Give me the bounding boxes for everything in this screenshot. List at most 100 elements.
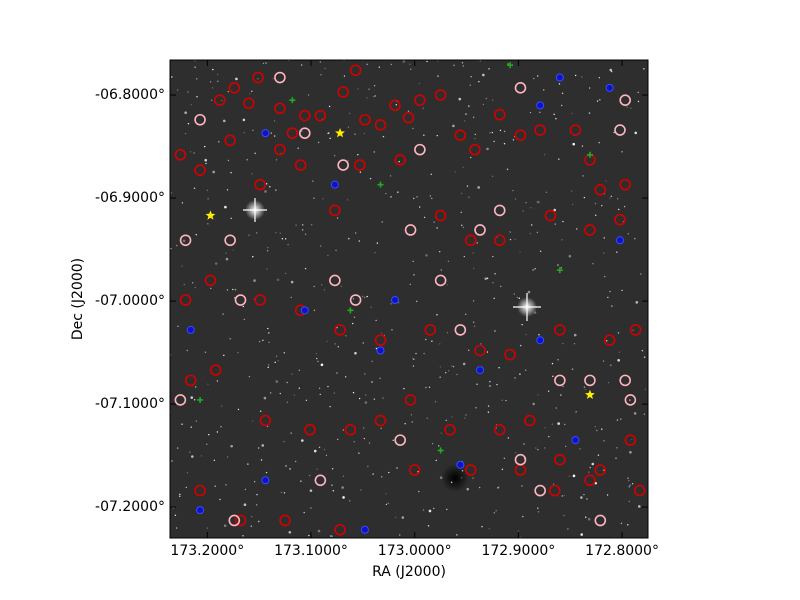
noise-dot (553, 208, 557, 212)
noise-dot (237, 351, 239, 354)
noise-dot (373, 398, 376, 400)
noise-dot (193, 187, 196, 189)
noise-dot (643, 356, 646, 358)
noise-dot (290, 296, 292, 299)
noise-dot (390, 303, 392, 305)
noise-dot (257, 447, 260, 449)
noise-dot (582, 175, 584, 177)
noise-dot (509, 238, 512, 241)
noise-dot (643, 413, 646, 415)
noise-dot (301, 130, 303, 132)
noise-dot (514, 452, 517, 454)
noise-dot (370, 306, 372, 308)
noise-dot (581, 145, 584, 147)
marker-plus (507, 62, 514, 69)
noise-dot (394, 516, 397, 518)
noise-dot (416, 196, 418, 198)
noise-dot (212, 68, 214, 71)
marker-circle (474, 224, 486, 236)
noise-dot (517, 530, 520, 532)
noise-dot (456, 534, 458, 536)
noise-dot (613, 131, 615, 134)
noise-dot (310, 507, 312, 509)
noise-dot (611, 305, 613, 307)
noise-dot (558, 83, 561, 85)
noise-dot (267, 327, 269, 330)
marker-circle (444, 424, 456, 436)
marker-dot (605, 83, 614, 92)
noise-dot (499, 129, 502, 132)
noise-dot (461, 470, 464, 472)
noise-dot (301, 229, 304, 231)
noise-dot (482, 103, 485, 106)
noise-dot (206, 527, 208, 529)
marker-plus (437, 447, 444, 454)
noise-dot (207, 383, 209, 385)
noise-dot (181, 265, 183, 267)
noise-dot (346, 199, 349, 201)
noise-dot (308, 534, 310, 537)
marker-dot (555, 73, 564, 82)
noise-dot (283, 492, 286, 494)
noise-dot (275, 232, 277, 234)
noise-dot (195, 386, 197, 388)
noise-dot (230, 444, 233, 448)
marker-circle (194, 484, 206, 497)
marker-circle (344, 424, 357, 436)
noise-dot (323, 289, 326, 291)
marker-dot (456, 460, 465, 469)
noise-dot (425, 386, 427, 389)
noise-dot (428, 509, 432, 513)
noise-dot (286, 401, 289, 403)
noise-dot (373, 151, 375, 153)
noise-dot (446, 508, 448, 511)
noise-dot (456, 373, 458, 376)
noise-dot (266, 425, 269, 428)
noise-dot (345, 335, 347, 337)
noise-dot (397, 191, 399, 193)
noise-dot (423, 352, 425, 355)
noise-dot (444, 371, 447, 374)
noise-dot (543, 153, 546, 156)
noise-dot (189, 151, 192, 153)
marker-circle (434, 274, 447, 287)
noise-dot (280, 491, 283, 494)
noise-dot (179, 495, 181, 497)
noise-dot (503, 130, 506, 133)
noise-dot (298, 387, 301, 389)
noise-dot (272, 77, 274, 80)
noise-dot (382, 397, 384, 399)
noise-dot (212, 170, 215, 174)
marker-circle (414, 94, 426, 106)
noise-dot (602, 252, 605, 254)
noise-dot (300, 64, 303, 66)
noise-dot (591, 462, 595, 466)
noise-dot (170, 192, 173, 194)
noise-dot (603, 275, 606, 278)
noise-dot (618, 208, 620, 211)
noise-dot (410, 68, 412, 70)
noise-dot (412, 357, 414, 360)
noise-dot (627, 233, 630, 235)
noise-dot (259, 410, 262, 412)
noise-dot (176, 89, 179, 91)
marker-circle (179, 294, 192, 306)
noise-dot (354, 232, 357, 234)
noise-dot (214, 262, 218, 265)
noise-dot (616, 198, 619, 200)
noise-dot (331, 468, 334, 470)
noise-dot (607, 381, 610, 384)
noise-dot (507, 437, 510, 439)
noise-dot (213, 459, 216, 462)
noise-dot (554, 223, 556, 225)
marker-circle (224, 134, 236, 147)
noise-dot (216, 73, 219, 76)
marker-circle (534, 484, 546, 497)
noise-dot (615, 457, 617, 459)
noise-dot (273, 120, 276, 122)
noise-dot (193, 152, 195, 154)
noise-dot (210, 99, 213, 102)
noise-dot (489, 381, 491, 383)
noise-dot (358, 240, 360, 242)
noise-dot (436, 314, 438, 316)
